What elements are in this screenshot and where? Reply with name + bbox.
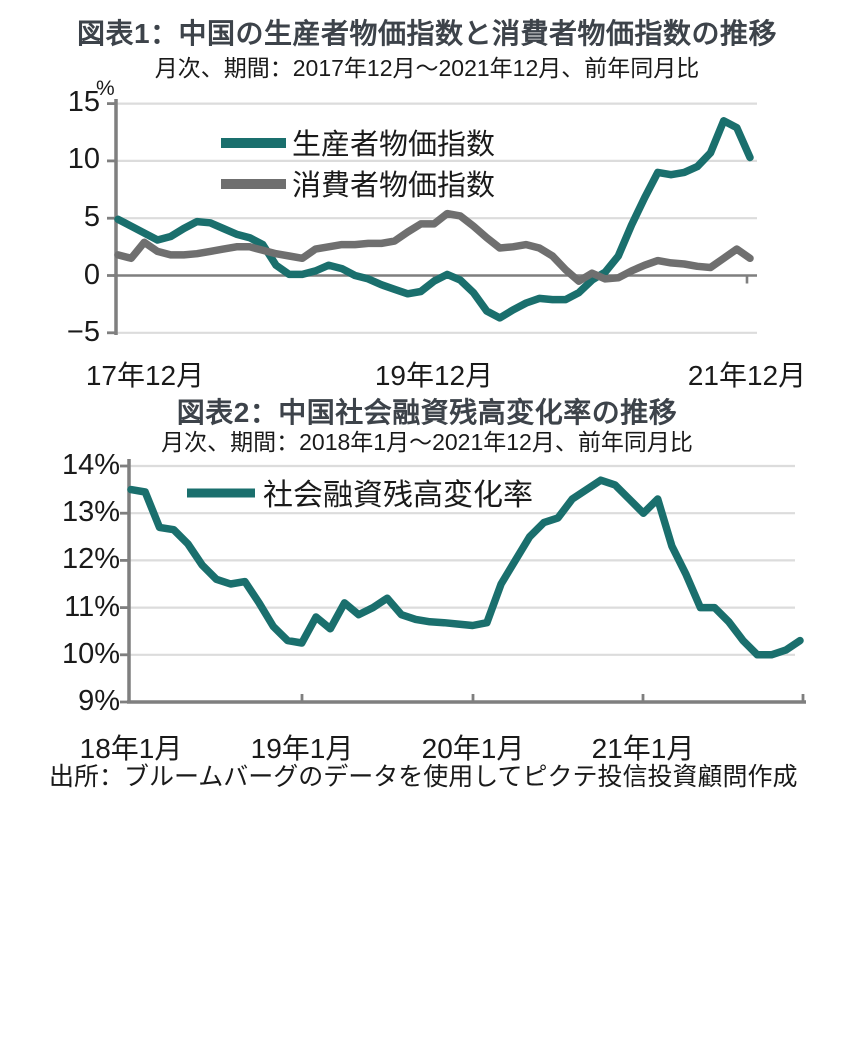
figure2-y-tick: 10% [61, 637, 120, 670]
figure2-title: 図表2：中国社会融資残高変化率の推移 [176, 397, 678, 428]
figure1-y-tick: −5 [66, 315, 100, 348]
figure1-y-tick: 15 [67, 85, 100, 118]
figure1-x-tick: 19年12月 [374, 360, 494, 391]
figure2-y-tick: 9% [78, 684, 120, 717]
figure2-x-tick: 18年1月 [79, 733, 183, 764]
figure2-y-tick: 14% [61, 448, 120, 481]
figure1-legend-label-ppi: 生産者物価指数 [292, 129, 496, 162]
figure1-y-tick: 0 [83, 258, 100, 291]
figure2-y-tick: 12% [61, 542, 120, 575]
figure2-x-tick: 19年1月 [250, 733, 354, 764]
figure1-y-axis-unit: % [96, 77, 115, 100]
figure1-subtitle: 月次、期間：2017年12月～2021年12月、前年同月比 [154, 55, 700, 81]
figure2-x-tick: 20年1月 [421, 733, 525, 764]
cpi-line [114, 209, 754, 285]
figure2-x-tick: 21年1月 [591, 733, 695, 764]
figure1-x-tick: 17年12月 [85, 360, 205, 391]
figure2-legend-label-tsf: 社会融資残高変化率 [263, 479, 533, 513]
figure1-y-tick: 10 [67, 142, 100, 175]
figure2-y-tick: 11% [64, 590, 120, 623]
source-note: 出所：ブルームバーグのデータを使用してピクテ投信投資顧問作成 [49, 763, 798, 791]
figure1-legend-label-cpi: 消費者物価指数 [292, 170, 496, 203]
figure1-title: 図表1：中国の生産者物価指数と消費者物価指数の推移 [76, 18, 778, 49]
figure2-y-tick: 13% [61, 495, 120, 528]
figure1-x-tick: 21年12月 [687, 360, 807, 391]
figure1-y-tick: 5 [83, 200, 100, 233]
figure2-subtitle: 月次、期間：2018年1月～2021年12月、前年同月比 [161, 429, 693, 455]
